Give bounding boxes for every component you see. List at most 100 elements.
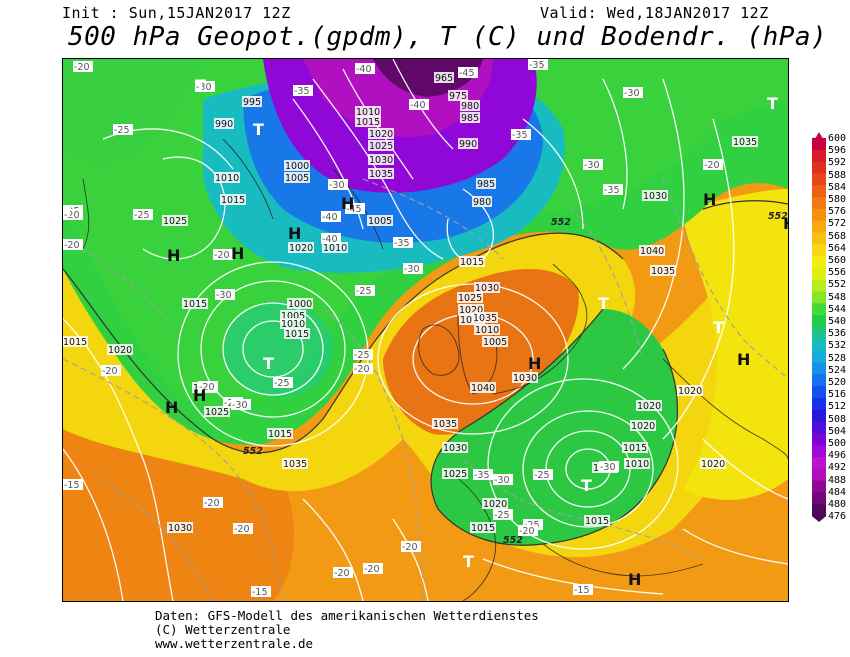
isobar-label-bg [434,72,454,83]
temperature-label: -25 [356,286,372,297]
temperature-label-bg [533,469,553,480]
scale-swatch [812,220,826,233]
temperature-label: -25 [534,470,550,481]
temperature-label-bg [599,461,619,472]
high-pressure-letter: H [783,214,788,233]
scale-label: 544 [828,303,847,315]
temperature-label-bg [583,159,603,170]
temperature-label-bg [215,289,235,300]
scale-label: 508 [828,413,847,425]
scale-swatch [812,457,826,470]
isobar-label: 1020 [637,401,661,412]
pressure-labels: 9659759809859909959901010101510201025103… [63,72,758,534]
scale-swatch [812,362,826,375]
isobar-label: 990 [459,139,477,150]
scale-swatch [812,279,826,293]
isobar-label-bg [214,118,234,129]
scale-swatch [812,504,826,517]
temperature-label: -30 [494,475,510,486]
isobar-label-bg [368,154,394,165]
isobar-label-bg [460,100,480,111]
isobar-label-bg [639,245,665,256]
temperature-label-bg [293,85,313,96]
scale-label: 520 [828,377,847,389]
isobar-label: 1030 [513,373,537,384]
temperature-label: -35 [394,238,410,249]
temperature-label-bg [333,567,353,578]
contour-552-label: 552 [243,446,263,457]
isobar-label: 1025 [369,141,393,152]
isobar-label-bg [322,242,348,253]
temperature-label: -30 [584,160,600,171]
temperature-label: -40 [410,100,426,111]
scale-swatch [812,492,826,505]
isobar-label-bg [284,172,310,183]
low-pressure-letter: T [767,94,778,113]
temperature-label: -20 [102,366,118,377]
scale-swatch [812,149,826,163]
scale-swatch [812,315,826,328]
contour-552-label: 552 [551,217,571,228]
scale-label: 600 [828,133,847,144]
isobar-label-bg [182,298,208,309]
scale-bottom-cap [812,516,826,522]
temperature-label-bg [623,87,643,98]
scale-swatch [812,291,826,304]
temperature-label: -40 [322,234,338,245]
temperature-label-bg [63,479,83,490]
low-pressure-letter: T [253,120,264,139]
scale-label: 568 [828,230,847,242]
scale-label: 524 [828,364,847,376]
temperature-label: -20 [74,62,90,73]
isobar-label-bg [107,344,133,355]
isobar-label-bg [636,400,662,411]
temperature-label-bg [401,541,421,552]
high-pressure-letter: H [288,224,301,243]
temperature-label-bg [353,349,373,360]
isobar-label-bg [267,428,293,439]
isobar-label-bg [458,138,478,149]
high-pressure-letter: H [528,354,541,373]
temperature-label-bg [353,363,373,374]
temperature-label: -20 [704,160,720,171]
scale-label: 596 [828,145,847,157]
isobar-label: 1020 [678,386,702,397]
temperature-label-bg [321,211,341,222]
high-pressure-letter: H [703,190,716,209]
isobar-label-bg [288,242,314,253]
scale-label: 588 [828,169,847,181]
scale-swatch [812,161,826,174]
isobar-label-bg [470,382,496,393]
isobar-label: 1015 [460,257,484,268]
isobar-label-bg [214,172,240,183]
isobar-label: 1030 [443,443,467,454]
isobar-label: 1010 [281,319,305,330]
color-scale-labels: 600 596 592 588 584 580 576 572 568 564 560 556 552 5… [828,133,846,524]
isobar-label: 1030 [369,155,393,166]
temperature-label: -20 [334,568,350,579]
isobar-label: 1015 [285,329,309,340]
scale-label: 480 [828,499,847,511]
scale-label: 516 [828,389,847,401]
scale-swatch [812,303,826,316]
isobar-label: 985 [461,113,479,124]
high-pressure-letter: H [167,246,180,265]
isobar-label: 1015 [356,117,380,128]
temperature-label: -20 [214,250,230,261]
isobar-label-bg [630,420,656,431]
temperature-label: -20 [402,542,418,553]
temperature-label-bg [458,67,478,78]
isobar-label: 1020 [483,499,507,510]
scale-label: 560 [828,255,847,267]
isobar-label: 1015 [221,195,245,206]
scale-label: 564 [828,242,847,254]
temperature-label-bg [345,203,365,214]
temperature-label: -35 [512,130,528,141]
scale-swatch [812,244,826,257]
isobar-label: 1035 [433,419,457,430]
scale-label: 476 [828,511,847,523]
isobar-label: 1040 [640,246,664,257]
scale-label: 552 [828,279,847,291]
temperature-label-bg [511,129,531,140]
scale-swatch [812,232,826,245]
